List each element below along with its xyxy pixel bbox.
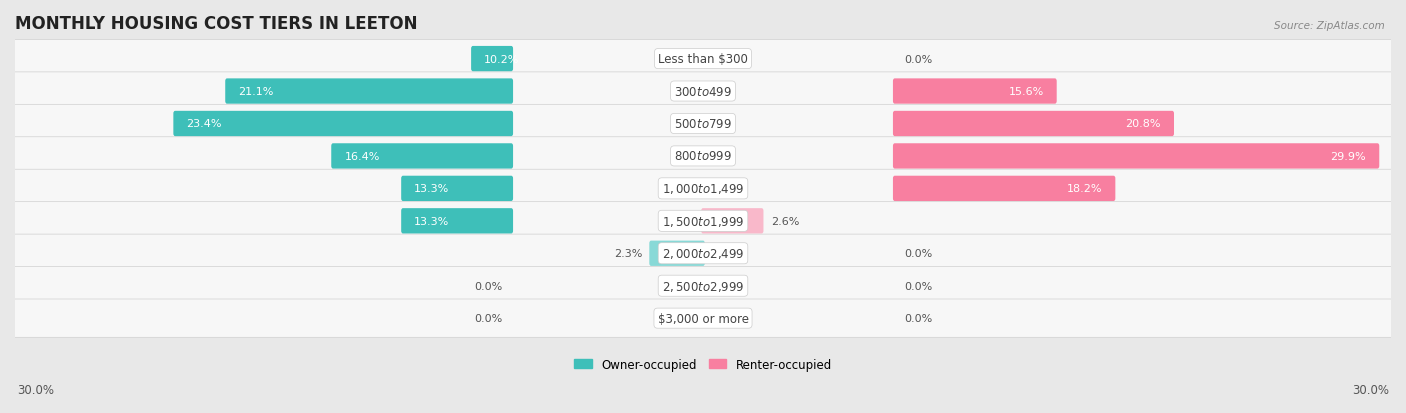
Text: 23.4%: 23.4% <box>187 119 222 129</box>
FancyBboxPatch shape <box>332 144 513 169</box>
Text: 21.1%: 21.1% <box>239 87 274 97</box>
Text: $500 to $799: $500 to $799 <box>673 118 733 131</box>
Text: $1,000 to $1,499: $1,000 to $1,499 <box>662 182 744 196</box>
Text: 16.4%: 16.4% <box>344 152 380 161</box>
Text: $300 to $499: $300 to $499 <box>673 85 733 98</box>
Text: $3,000 or more: $3,000 or more <box>658 312 748 325</box>
Text: 0.0%: 0.0% <box>474 313 502 323</box>
FancyBboxPatch shape <box>11 138 1395 176</box>
Text: 2.6%: 2.6% <box>770 216 799 226</box>
Text: $2,000 to $2,499: $2,000 to $2,499 <box>662 247 744 261</box>
Text: 0.0%: 0.0% <box>904 249 932 259</box>
Text: 0.0%: 0.0% <box>904 313 932 323</box>
FancyBboxPatch shape <box>893 176 1115 202</box>
Text: 18.2%: 18.2% <box>1067 184 1102 194</box>
Text: $2,500 to $2,999: $2,500 to $2,999 <box>662 279 744 293</box>
Text: 29.9%: 29.9% <box>1330 152 1367 161</box>
FancyBboxPatch shape <box>702 209 763 234</box>
Text: 2.3%: 2.3% <box>614 249 643 259</box>
Legend: Owner-occupied, Renter-occupied: Owner-occupied, Renter-occupied <box>574 358 832 370</box>
FancyBboxPatch shape <box>471 47 513 72</box>
Text: 30.0%: 30.0% <box>1353 384 1389 396</box>
Text: 15.6%: 15.6% <box>1008 87 1043 97</box>
FancyBboxPatch shape <box>11 170 1395 208</box>
FancyBboxPatch shape <box>893 79 1057 104</box>
FancyBboxPatch shape <box>173 112 513 137</box>
FancyBboxPatch shape <box>650 241 704 266</box>
Text: Less than $300: Less than $300 <box>658 53 748 66</box>
Text: 30.0%: 30.0% <box>17 384 53 396</box>
FancyBboxPatch shape <box>893 144 1379 169</box>
Text: MONTHLY HOUSING COST TIERS IN LEETON: MONTHLY HOUSING COST TIERS IN LEETON <box>15 15 418 33</box>
Text: 20.8%: 20.8% <box>1125 119 1161 129</box>
Text: 0.0%: 0.0% <box>904 281 932 291</box>
Text: $1,500 to $1,999: $1,500 to $1,999 <box>662 214 744 228</box>
Text: Source: ZipAtlas.com: Source: ZipAtlas.com <box>1274 21 1385 31</box>
FancyBboxPatch shape <box>11 73 1395 111</box>
FancyBboxPatch shape <box>11 267 1395 305</box>
Text: 13.3%: 13.3% <box>415 184 450 194</box>
FancyBboxPatch shape <box>11 235 1395 273</box>
Text: 10.2%: 10.2% <box>484 55 520 64</box>
Text: 13.3%: 13.3% <box>415 216 450 226</box>
Text: 0.0%: 0.0% <box>904 55 932 64</box>
FancyBboxPatch shape <box>893 112 1174 137</box>
FancyBboxPatch shape <box>11 299 1395 337</box>
FancyBboxPatch shape <box>11 202 1395 240</box>
FancyBboxPatch shape <box>11 40 1395 78</box>
FancyBboxPatch shape <box>401 209 513 234</box>
FancyBboxPatch shape <box>225 79 513 104</box>
FancyBboxPatch shape <box>11 105 1395 143</box>
Text: 0.0%: 0.0% <box>474 281 502 291</box>
Text: $800 to $999: $800 to $999 <box>673 150 733 163</box>
FancyBboxPatch shape <box>401 176 513 202</box>
